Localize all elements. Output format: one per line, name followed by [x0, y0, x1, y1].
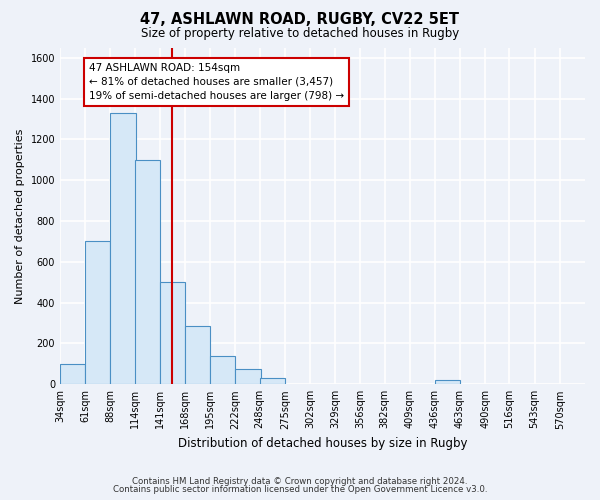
Text: Size of property relative to detached houses in Rugby: Size of property relative to detached ho…: [141, 28, 459, 40]
Text: 47, ASHLAWN ROAD, RUGBY, CV22 5ET: 47, ASHLAWN ROAD, RUGBY, CV22 5ET: [140, 12, 460, 28]
Bar: [185, 326, 210, 384]
Bar: [235, 369, 260, 384]
X-axis label: Distribution of detached houses by size in Rugby: Distribution of detached houses by size …: [178, 437, 467, 450]
Bar: [260, 378, 285, 384]
Bar: [60, 364, 85, 384]
Bar: [110, 113, 136, 384]
Text: Contains HM Land Registry data © Crown copyright and database right 2024.: Contains HM Land Registry data © Crown c…: [132, 477, 468, 486]
Bar: [210, 356, 235, 384]
Text: 47 ASHLAWN ROAD: 154sqm
← 81% of detached houses are smaller (3,457)
19% of semi: 47 ASHLAWN ROAD: 154sqm ← 81% of detache…: [89, 63, 344, 101]
Bar: [160, 282, 185, 384]
Y-axis label: Number of detached properties: Number of detached properties: [15, 128, 25, 304]
Bar: [134, 160, 160, 384]
Bar: [435, 380, 460, 384]
Bar: [85, 242, 110, 384]
Text: Contains public sector information licensed under the Open Government Licence v3: Contains public sector information licen…: [113, 484, 487, 494]
